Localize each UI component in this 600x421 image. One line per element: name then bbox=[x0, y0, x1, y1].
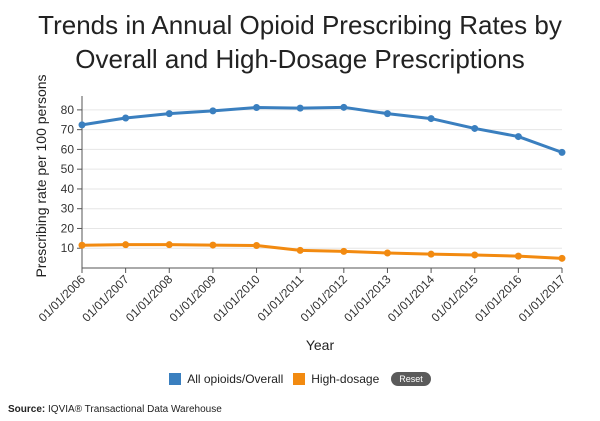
series-lines bbox=[78, 103, 566, 262]
y-tick-label-40: 40 bbox=[61, 182, 75, 196]
y-tick-label-10: 10 bbox=[61, 241, 75, 255]
data-point-1-4[interactable] bbox=[253, 241, 261, 249]
legend-item-high-dosage[interactable]: High-dosage bbox=[293, 372, 379, 386]
data-point-1-0[interactable] bbox=[78, 241, 86, 249]
data-point-1-6[interactable] bbox=[340, 247, 348, 255]
y-tick-label-70: 70 bbox=[61, 123, 75, 137]
data-point-1-2[interactable] bbox=[165, 241, 173, 249]
chart-title-line-1: Trends in Annual Opioid Prescribing Rate… bbox=[38, 10, 562, 40]
source-text: IQVIA® Transactional Data Warehouse bbox=[48, 404, 222, 415]
data-point-0-7[interactable] bbox=[383, 110, 391, 118]
data-point-0-10[interactable] bbox=[514, 133, 522, 141]
axes bbox=[77, 96, 563, 273]
reset-button[interactable]: Reset bbox=[391, 372, 431, 386]
data-point-1-5[interactable] bbox=[296, 246, 304, 254]
x-tick-labels: 01/01/200601/01/200701/01/200801/01/2009… bbox=[36, 272, 569, 325]
chart-title-line-2: Overall and High-Dosage Prescriptions bbox=[75, 44, 525, 74]
data-point-1-3[interactable] bbox=[209, 241, 217, 249]
legend-label-all-opioids: All opioids/Overall bbox=[187, 372, 284, 386]
data-point-0-6[interactable] bbox=[340, 103, 348, 111]
source-label: Source: bbox=[8, 404, 46, 415]
series-line-0 bbox=[81, 105, 563, 154]
y-tick-label-20: 20 bbox=[61, 221, 75, 235]
legend: All opioids/Overall High-dosage Reset bbox=[0, 372, 600, 386]
y-tick-labels: 10 20 30 40 50 60 70 80 bbox=[61, 103, 75, 255]
data-point-1-10[interactable] bbox=[514, 252, 522, 260]
y-tick-label-60: 60 bbox=[61, 142, 75, 156]
y-tick-label-80: 80 bbox=[61, 103, 75, 117]
y-tick-label-50: 50 bbox=[61, 162, 75, 176]
data-point-0-0[interactable] bbox=[78, 121, 86, 129]
data-point-0-1[interactable] bbox=[122, 114, 130, 122]
x-tick-label-11: 01/01/2017 bbox=[516, 272, 569, 325]
data-point-1-7[interactable] bbox=[383, 249, 391, 257]
legend-label-high-dosage: High-dosage bbox=[311, 372, 380, 386]
data-point-0-9[interactable] bbox=[471, 124, 479, 132]
source-note: Source: IQVIA® Transactional Data Wareho… bbox=[8, 404, 222, 415]
data-point-0-4[interactable] bbox=[253, 104, 261, 112]
data-point-0-11[interactable] bbox=[558, 148, 566, 156]
x-axis-label: Year bbox=[306, 337, 335, 353]
data-point-0-3[interactable] bbox=[209, 107, 217, 115]
data-point-1-8[interactable] bbox=[427, 250, 435, 258]
data-point-0-8[interactable] bbox=[427, 115, 435, 123]
legend-swatch-high-dosage bbox=[293, 373, 306, 385]
chart-title: Trends in Annual Opioid Prescribing Rate… bbox=[0, 8, 600, 76]
legend-swatch-all-opioids bbox=[169, 373, 182, 385]
legend-item-all-opioids[interactable]: All opioids/Overall bbox=[169, 372, 283, 386]
data-point-0-5[interactable] bbox=[296, 104, 304, 112]
data-point-1-1[interactable] bbox=[122, 241, 130, 249]
x-tick-label-4: 01/01/2010 bbox=[210, 272, 263, 325]
data-point-1-11[interactable] bbox=[558, 254, 566, 262]
data-point-0-2[interactable] bbox=[165, 110, 173, 118]
y-axis-label: Prescribing rate per 100 persons bbox=[33, 74, 49, 277]
series-line-1 bbox=[81, 243, 563, 260]
y-tick-label-30: 30 bbox=[61, 202, 75, 216]
data-point-1-9[interactable] bbox=[471, 251, 479, 259]
line-chart: 10 20 30 40 50 60 70 80 01/01/200601/01/200701/… bbox=[33, 74, 569, 353]
